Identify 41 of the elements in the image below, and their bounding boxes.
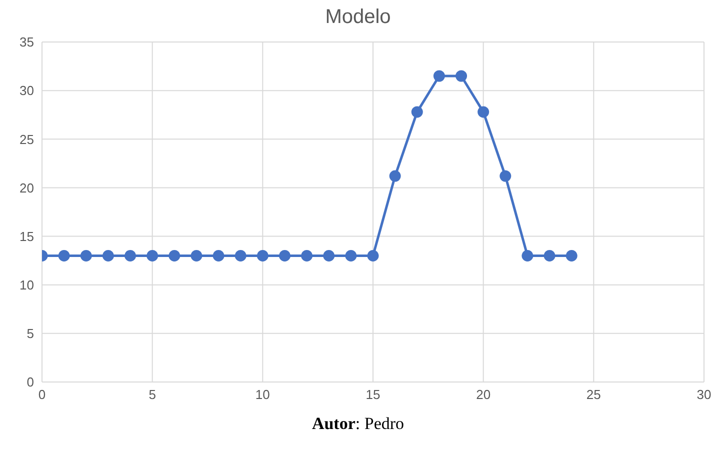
- x-tick-label: 0: [38, 387, 46, 402]
- point: [389, 170, 401, 182]
- point: [323, 250, 335, 262]
- x-tick-label: 5: [148, 387, 156, 402]
- point: [456, 70, 468, 82]
- point: [256, 250, 268, 262]
- x-tick-label: 15: [366, 387, 380, 402]
- point: [190, 250, 202, 262]
- point: [58, 250, 70, 262]
- y-tick-label: 15: [20, 228, 34, 244]
- point: [566, 250, 578, 262]
- point: [345, 250, 357, 262]
- y-tick-label: 35: [20, 34, 34, 50]
- point: [212, 250, 224, 262]
- x-tick-label: 30: [696, 387, 712, 402]
- point: [234, 250, 246, 262]
- point: [411, 106, 423, 118]
- x-tick-label: 10: [255, 387, 270, 402]
- x-tick-label: 25: [586, 387, 601, 402]
- chart-title: Modelo: [324, 5, 392, 30]
- point: [478, 106, 490, 118]
- y-tick-label: 10: [20, 277, 34, 292]
- x-tick-label: 20: [476, 387, 491, 402]
- text: Autor: Pedro: [312, 414, 404, 433]
- point: [433, 70, 445, 82]
- point: [500, 170, 512, 182]
- y-tick-label: 20: [20, 180, 34, 196]
- point: [80, 250, 92, 262]
- y-tick-label: 0: [26, 374, 34, 390]
- point: [124, 250, 136, 262]
- y-tick-label: 25: [20, 132, 34, 147]
- point: [168, 250, 180, 262]
- point: [544, 250, 556, 262]
- point: [146, 250, 158, 262]
- y-tick-label: 30: [20, 83, 34, 98]
- y-tick-label: 5: [26, 326, 34, 342]
- point: [102, 250, 114, 262]
- point: [278, 250, 290, 262]
- point: [301, 250, 313, 262]
- point: [522, 250, 534, 262]
- point: [367, 250, 379, 262]
